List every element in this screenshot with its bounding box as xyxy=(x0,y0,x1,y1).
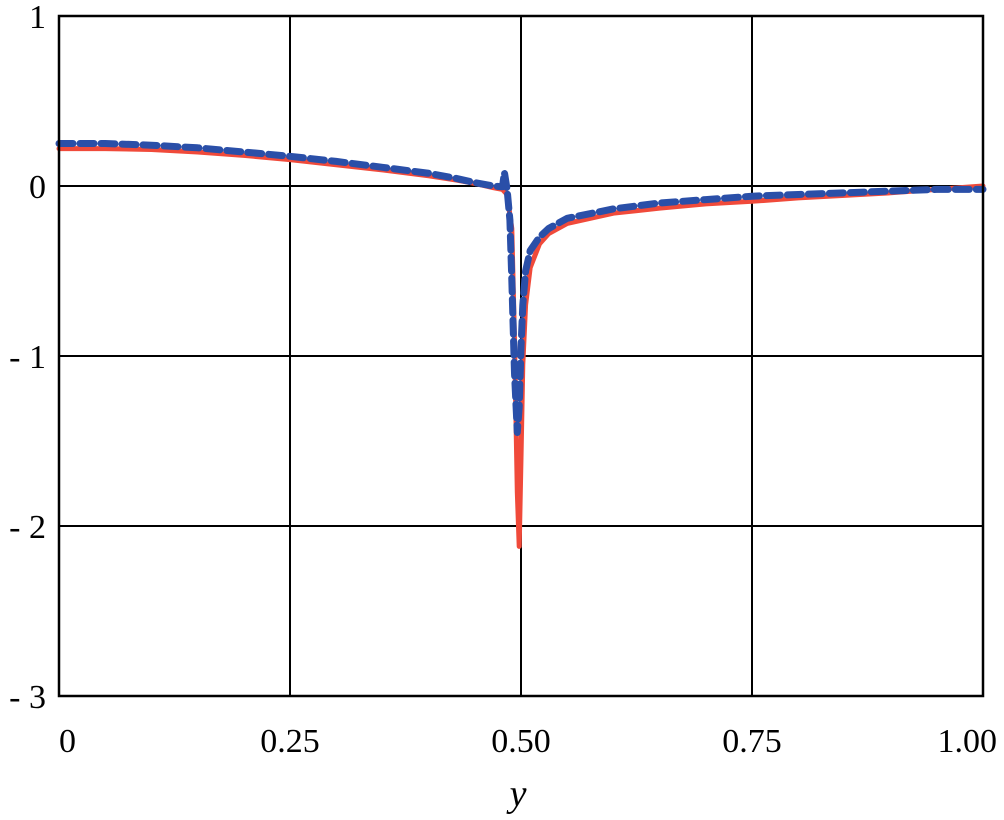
x-tick-label: 0.75 xyxy=(722,723,782,760)
y-tick-label: 1 xyxy=(29,0,46,36)
x-tick-label: 1.00 xyxy=(938,723,998,760)
y-tick-label: 0 xyxy=(29,169,46,206)
y-tick-label: - 1 xyxy=(9,339,46,376)
y-tick-label: - 3 xyxy=(9,679,46,716)
y-tick-labels: 1 0 - 1 - 2 - 3 xyxy=(9,0,46,716)
x-axis-title: y xyxy=(506,773,527,815)
x-tick-labels: 0 0.25 0.50 0.75 1.00 xyxy=(59,723,997,760)
x-tick-label: 0.50 xyxy=(491,723,551,760)
plot-frame xyxy=(57,14,985,698)
x-tick-label: 0.25 xyxy=(260,723,320,760)
x-tick-label: 0 xyxy=(59,723,76,760)
series-dashed-line xyxy=(55,140,987,436)
y-tick-label: - 2 xyxy=(9,509,46,546)
series-layer xyxy=(55,140,987,549)
